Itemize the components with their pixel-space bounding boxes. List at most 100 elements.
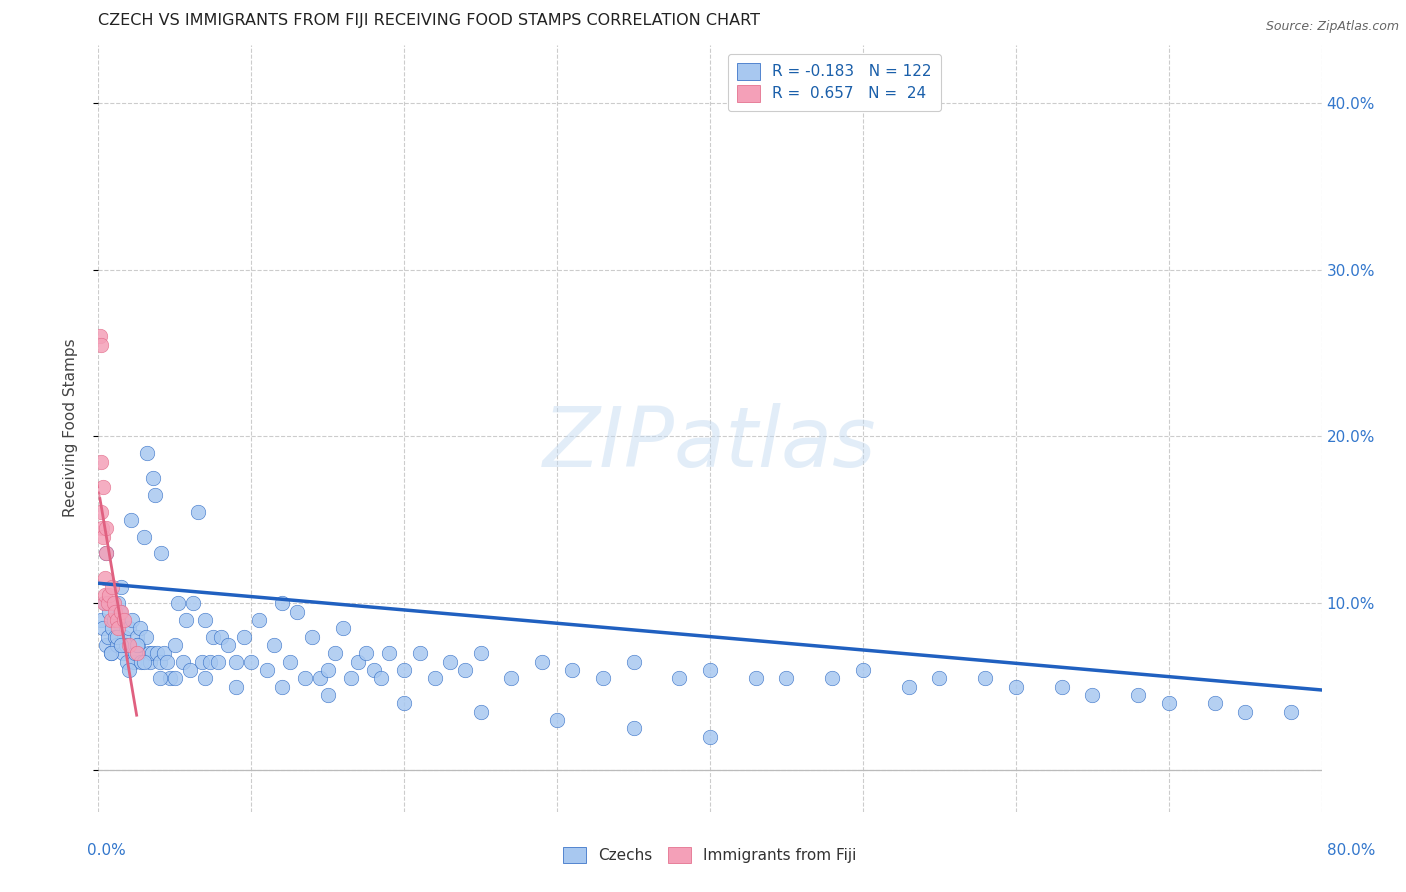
Point — [139, 655, 162, 669]
Point — [852, 663, 875, 677]
Point — [91, 521, 114, 535]
Point — [316, 688, 339, 702]
Point — [408, 646, 430, 660]
Point — [118, 663, 141, 677]
Point — [181, 596, 204, 610]
Point — [439, 655, 461, 669]
Point — [191, 655, 214, 669]
Point — [1004, 680, 1026, 694]
Point — [107, 621, 129, 635]
Point — [392, 696, 416, 710]
Point — [546, 713, 568, 727]
Point — [194, 671, 217, 685]
Point — [104, 605, 127, 619]
Text: ZIPatlas: ZIPatlas — [543, 403, 877, 484]
Point — [105, 638, 128, 652]
Point — [1128, 688, 1150, 702]
Point — [112, 630, 135, 644]
Point — [370, 671, 392, 685]
Point — [141, 646, 163, 660]
Point — [217, 638, 239, 652]
Point — [1234, 705, 1257, 719]
Point — [98, 588, 121, 602]
Point — [143, 488, 166, 502]
Point — [103, 613, 125, 627]
Point — [332, 621, 354, 635]
Point — [135, 630, 157, 644]
Point — [194, 613, 217, 627]
Point — [105, 613, 128, 627]
Point — [207, 655, 229, 669]
Point — [263, 638, 285, 652]
Point — [974, 671, 997, 685]
Point — [821, 671, 844, 685]
Point — [134, 530, 156, 544]
Point — [179, 663, 201, 677]
Point — [153, 646, 176, 660]
Point — [225, 680, 247, 694]
Point — [150, 546, 173, 560]
Point — [163, 671, 186, 685]
Point — [423, 671, 446, 685]
Point — [347, 655, 370, 669]
Point — [93, 571, 115, 585]
Point — [134, 655, 156, 669]
Point — [94, 521, 117, 535]
Point — [142, 471, 165, 485]
Point — [94, 638, 117, 652]
Point — [93, 588, 115, 602]
Point — [198, 655, 221, 669]
Point — [745, 671, 768, 685]
Point — [623, 655, 645, 669]
Y-axis label: Receiving Food Stamps: Receiving Food Stamps — [63, 339, 77, 517]
Point — [339, 671, 361, 685]
Point — [699, 663, 721, 677]
Point — [378, 646, 401, 660]
Point — [90, 338, 112, 352]
Point — [149, 671, 172, 685]
Point — [270, 596, 292, 610]
Point — [104, 630, 127, 644]
Point — [118, 621, 141, 635]
Point — [592, 671, 614, 685]
Point — [149, 655, 172, 669]
Point — [128, 621, 150, 635]
Point — [294, 671, 316, 685]
Point — [225, 655, 247, 669]
Point — [93, 596, 115, 610]
Point — [325, 646, 347, 660]
Point — [278, 655, 301, 669]
Point — [167, 596, 190, 610]
Point — [1279, 705, 1302, 719]
Point — [392, 663, 416, 677]
Point — [94, 546, 117, 560]
Point — [91, 479, 114, 493]
Point — [1157, 696, 1180, 710]
Point — [1050, 680, 1073, 694]
Point — [121, 613, 143, 627]
Point — [928, 671, 950, 685]
Point — [93, 596, 115, 610]
Point — [125, 646, 148, 660]
Point — [100, 646, 122, 660]
Point — [775, 671, 797, 685]
Point — [103, 596, 125, 610]
Point — [156, 655, 179, 669]
Point — [530, 655, 553, 669]
Point — [163, 638, 186, 652]
Point — [270, 680, 292, 694]
Point — [105, 630, 128, 644]
Point — [90, 504, 112, 518]
Point — [91, 530, 114, 544]
Point — [138, 646, 160, 660]
Point — [285, 605, 308, 619]
Text: 80.0%: 80.0% — [1327, 843, 1375, 858]
Point — [174, 613, 197, 627]
Point — [145, 646, 167, 660]
Point — [111, 646, 134, 660]
Point — [97, 630, 120, 644]
Point — [187, 504, 209, 518]
Point — [897, 680, 920, 694]
Point — [240, 655, 263, 669]
Point — [316, 663, 339, 677]
